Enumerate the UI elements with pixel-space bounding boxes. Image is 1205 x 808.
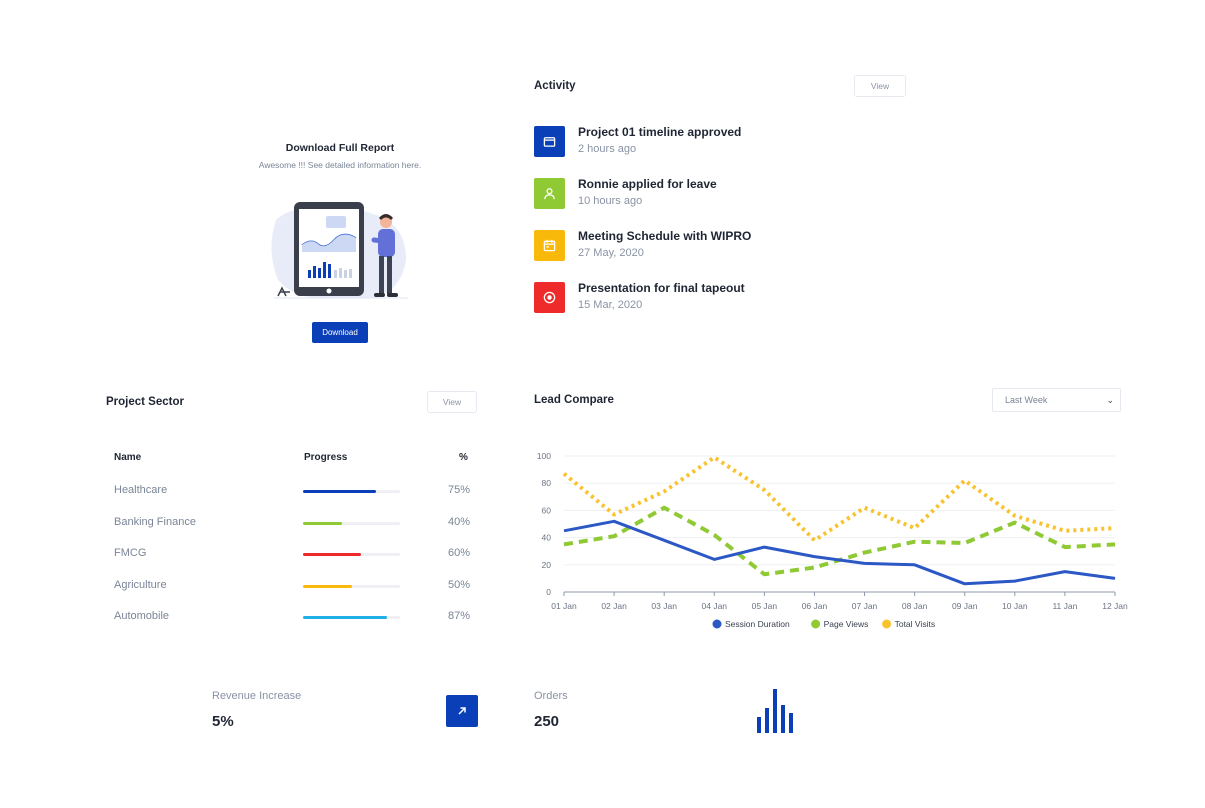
orders-sparkline [757, 689, 793, 733]
x-tick-label: 05 Jan [752, 601, 778, 611]
progress-fill [303, 490, 376, 493]
y-tick-label: 20 [542, 560, 552, 570]
table-row: Automobile 87% [114, 610, 470, 630]
download-button[interactable]: Download [312, 322, 368, 343]
download-card-subtitle: Awesome !!! See detailed information her… [258, 160, 422, 170]
legend-label: Total Visits [895, 619, 935, 629]
period-select[interactable]: Last Week ⌄ [992, 388, 1121, 412]
progress-fill [303, 616, 388, 619]
lead-compare-title: Lead Compare [534, 394, 614, 406]
sector-percent: 87% [447, 610, 470, 622]
spark-bar [765, 708, 769, 733]
y-tick-label: 0 [546, 587, 551, 597]
x-tick-label: 09 Jan [952, 601, 978, 611]
report-illustration [271, 202, 408, 299]
progress-bar [303, 522, 400, 525]
spark-bar [757, 717, 761, 733]
activity-view-button[interactable]: View [854, 75, 906, 97]
sector-name: Automobile [114, 610, 170, 622]
activity-item-time: 2 hours ago [578, 143, 637, 155]
progress-bar [303, 616, 400, 619]
revenue-arrow-button[interactable] [446, 695, 478, 727]
sector-percent: 60% [447, 547, 470, 559]
revenue-label: Revenue Increase [212, 690, 302, 702]
activity-item-title: Project 01 timeline approved [578, 125, 742, 139]
download-report-card: Download Full Report Awesome !!! See det… [200, 130, 480, 350]
activity-item-title: Meeting Schedule with WIPRO [578, 229, 752, 243]
spark-bar [781, 705, 785, 733]
project-sector-title: Project Sector [106, 396, 184, 408]
x-tick-label: 10 Jan [1002, 601, 1028, 611]
column-header-percent: % [459, 452, 468, 463]
progress-bar [303, 585, 400, 588]
y-tick-label: 80 [542, 478, 552, 488]
activity-item[interactable]: Ronnie applied for leave 10 hours ago [534, 177, 894, 218]
legend-marker [811, 619, 821, 629]
y-tick-label: 60 [542, 505, 552, 515]
lead-compare-chart: 0 20 40 60 80 100 01 Jan 02 Jan 03 Jan 04 Jan 05 J… [537, 451, 1128, 629]
x-tick-label: 08 Jan [902, 601, 928, 611]
activity-item-time: 15 Mar, 2020 [578, 299, 643, 311]
folder-icon [534, 126, 565, 157]
sector-percent: 50% [447, 579, 470, 591]
y-tick-label: 40 [542, 533, 552, 543]
sector-name: Healthcare [114, 484, 168, 496]
progress-fill [303, 522, 342, 525]
orders-value: 250 [534, 713, 560, 730]
sector-name: Banking Finance [114, 516, 196, 528]
sector-percent: 75% [447, 484, 470, 496]
x-tick-label: 07 Jan [852, 601, 878, 611]
activity-item-title: Presentation for final tapeout [578, 281, 745, 295]
x-tick-label: 02 Jan [601, 601, 627, 611]
activity-title: Activity [534, 80, 576, 92]
user-icon [534, 178, 565, 209]
table-row: Agriculture 50% [114, 579, 470, 599]
progress-bar [303, 490, 400, 493]
revenue-value: 5% [212, 713, 234, 730]
x-tick-label: 03 Jan [651, 601, 677, 611]
series-line-session-duration [563, 519, 1116, 586]
x-tick-label: 11 Jan [1052, 601, 1077, 611]
table-row: FMCG 60% [114, 547, 470, 567]
spark-bar [773, 689, 777, 733]
chevron-down-icon: ⌄ [1106, 395, 1114, 405]
column-header-progress: Progress [304, 452, 348, 463]
activity-item[interactable]: Presentation for final tapeout 15 Mar, 2… [534, 281, 894, 322]
spark-bar [789, 713, 793, 733]
table-row: Banking Finance 40% [114, 516, 470, 536]
progress-fill [303, 553, 362, 556]
column-header-name: Name [114, 452, 142, 463]
sector-percent: 40% [447, 516, 470, 528]
x-tick-label: 12 Jan [1102, 601, 1128, 611]
progress-bar [303, 553, 400, 556]
arrow-up-right-icon [458, 707, 466, 715]
activity-item-title: Ronnie applied for leave [578, 177, 717, 191]
calendar-icon [534, 230, 565, 261]
legend-label: Session Duration [725, 619, 790, 629]
sector-name: FMCG [114, 547, 147, 559]
y-tick-label: 100 [537, 451, 551, 461]
series-line-total-visits [562, 455, 1116, 543]
activity-item-time: 10 hours ago [578, 195, 643, 207]
target-icon [534, 282, 565, 313]
progress-fill [303, 585, 352, 588]
x-tick-label: 06 Jan [802, 601, 828, 611]
project-sector-view-button[interactable]: View [427, 391, 477, 413]
x-tick-label: 01 Jan [551, 601, 577, 611]
orders-label: Orders [534, 690, 568, 702]
sector-name: Agriculture [114, 579, 167, 591]
download-card-title: Download Full Report [285, 142, 395, 154]
x-tick-label: 04 Jan [702, 601, 728, 611]
legend-label: Page Views [824, 619, 869, 629]
activity-item[interactable]: Meeting Schedule with WIPRO 27 May, 2020 [534, 229, 894, 270]
legend-marker [712, 619, 722, 629]
activity-item[interactable]: Project 01 timeline approved 2 hours ago [534, 125, 894, 166]
table-row: Healthcare 75% [114, 484, 470, 504]
activity-item-time: 27 May, 2020 [578, 247, 644, 259]
legend-marker [882, 619, 892, 629]
period-select-value: Last Week [1005, 395, 1048, 405]
